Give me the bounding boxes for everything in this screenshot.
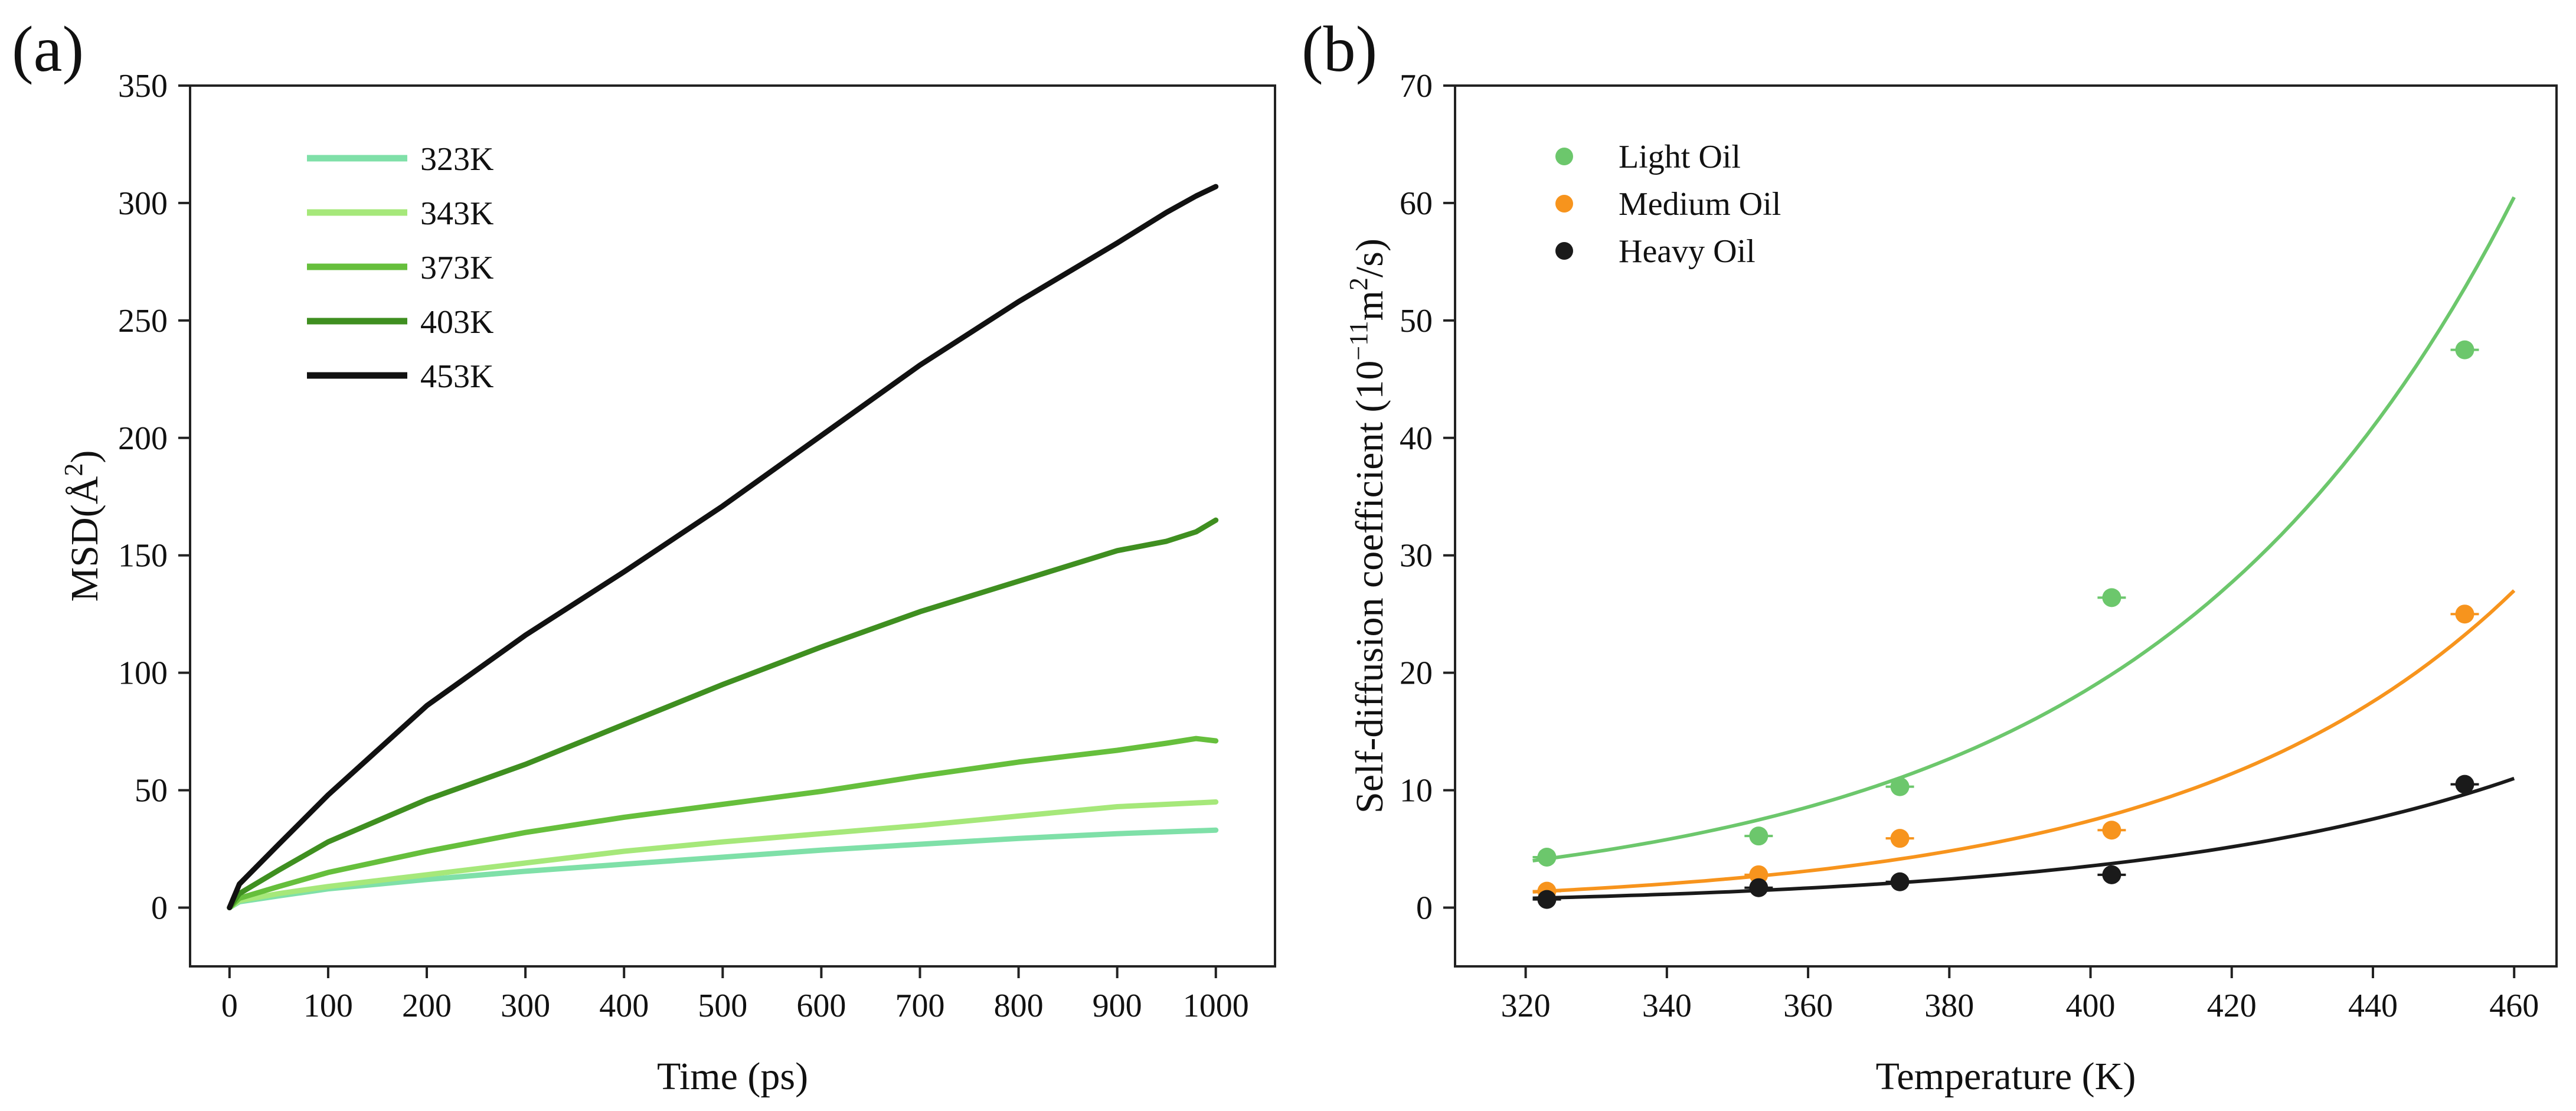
legend-marker-Medium Oil <box>1555 195 1573 213</box>
panel-a-series <box>227 184 1219 910</box>
legend-marker-Light Oil <box>1555 148 1573 165</box>
panel-b-y-axis-title-mid: m <box>1348 290 1391 321</box>
panel-b: (b) 320 340 360 380 400 420 440 460 0 10 20 30 40 50 6… <box>1302 13 2558 1098</box>
data-point-Heavy Oil <box>1749 878 1768 897</box>
panel-0-x-tick-label: 200 <box>402 988 452 1024</box>
panel-0-x-tick-label: 100 <box>303 988 353 1024</box>
panel-0-y-tick-label: 150 <box>118 538 168 574</box>
data-point-Medium Oil <box>2102 821 2121 840</box>
panel-0-x-tick-label: 500 <box>698 988 747 1024</box>
fit-curve-Light Oil <box>1532 196 2516 862</box>
series-line-373K <box>227 736 1219 910</box>
panel-b-y-axis-title: Self-diffusion coefficient (10−11m2/s) <box>1344 238 1391 813</box>
panel-1-x-tick-label: 400 <box>2066 988 2116 1024</box>
panel-b-series <box>1532 196 2516 909</box>
panel-a-y-axis-title-text: MSD(Å <box>63 476 106 602</box>
series-line-453K <box>227 184 1219 910</box>
data-point-Medium Oil <box>1890 829 1910 848</box>
panel-0-x-tick-label: 0 <box>221 988 238 1024</box>
series-line-403K <box>227 517 1219 910</box>
panel-b-y-axis-title-exp: −11 <box>1344 321 1373 360</box>
panel-a-plot-frame <box>189 84 1276 968</box>
panel-0-x-tick-label: 700 <box>895 988 944 1024</box>
panel-b-y-axis-title-text: Self-diffusion coefficient (10 <box>1348 361 1391 813</box>
panel-a-ticks: 0 100 200 300 400 500 600 700 800 900 1000 0 50 100 15… <box>118 68 1249 1024</box>
legend-label-453K: 453K <box>420 358 493 395</box>
panel-a-x-axis-title: Time (ps) <box>657 1055 808 1098</box>
panel-1-y-tick-label: 0 <box>1416 890 1433 927</box>
data-point-Light Oil <box>1537 847 1557 867</box>
data-point-Heavy Oil <box>1537 890 1557 909</box>
data-point-Heavy Oil <box>2455 775 2474 794</box>
panel-0-x-tick-label: 900 <box>1093 988 1142 1024</box>
panel-0-y-tick-label: 250 <box>118 303 168 339</box>
panel-a-y-axis-title: MSD(Å2) <box>59 450 106 602</box>
panel-1-y-tick-label: 30 <box>1400 538 1433 574</box>
data-point-Light Oil <box>2455 340 2474 360</box>
panel-1-x-tick-label: 380 <box>1924 988 1974 1024</box>
series-line-343K <box>227 799 1219 910</box>
legend-label-343K: 343K <box>420 195 493 232</box>
panel-b-x-axis-title: Temperature (K) <box>1876 1055 2136 1098</box>
panel-a: (a) 0 100 200 300 400 500 600 700 800 900 1000 0 50 1… <box>12 13 1276 1098</box>
panel-b-plot-frame <box>1454 84 2558 968</box>
panel-1-y-tick-label: 50 <box>1400 303 1433 339</box>
panel-0-x-tick-label: 400 <box>599 988 649 1024</box>
legend-label-Light Oil: Light Oil <box>1619 139 1741 175</box>
data-point-Light Oil <box>2102 588 2121 607</box>
panel-0-x-tick-label: 300 <box>501 988 550 1024</box>
panel-0-x-tick-label: 1000 <box>1183 988 1249 1024</box>
panel-0-y-tick-label: 50 <box>135 773 168 809</box>
data-point-Medium Oil <box>1749 865 1768 884</box>
panel-1-y-tick-label: 40 <box>1400 420 1433 457</box>
legend-label-403K: 403K <box>420 304 493 341</box>
panel-b-y-axis-title-sup: 2 <box>1344 277 1373 290</box>
panel-0-x-tick-label: 800 <box>994 988 1044 1024</box>
panel-a-y-axis-title-tail: ) <box>63 450 106 463</box>
legend-label-323K: 323K <box>420 141 493 178</box>
panel-a-y-axis-title-sup: 2 <box>59 463 88 476</box>
panel-1-y-tick-label: 20 <box>1400 655 1433 692</box>
data-point-Heavy Oil <box>1890 872 1910 891</box>
panel-a-label: (a) <box>12 13 84 85</box>
legend-marker-Heavy Oil <box>1555 242 1573 260</box>
panel-0-y-tick-label: 350 <box>118 68 168 104</box>
panel-1-x-tick-label: 460 <box>2489 988 2539 1024</box>
panel-1-y-tick-label: 60 <box>1400 185 1433 222</box>
panel-0-y-tick-label: 200 <box>118 420 168 457</box>
panel-1-x-tick-label: 340 <box>1642 988 1692 1024</box>
panel-1-x-tick-label: 440 <box>2348 988 2398 1024</box>
panel-0-x-tick-label: 600 <box>796 988 846 1024</box>
panel-1-y-tick-label: 10 <box>1400 773 1433 809</box>
panel-a-legend: 323K 343K 373K 403K 453K <box>307 141 493 395</box>
fit-curve-Medium Oil <box>1532 589 2516 894</box>
fit-curve-Heavy Oil <box>1532 776 2515 900</box>
data-point-Heavy Oil <box>2102 865 2121 884</box>
panel-b-ticks: 320 340 360 380 400 420 440 460 0 10 20 30 40 50 60 70 <box>1400 68 2539 1024</box>
panel-1-x-tick-label: 360 <box>1783 988 1833 1024</box>
legend-label-Heavy Oil: Heavy Oil <box>1619 233 1756 270</box>
panel-1-x-tick-label: 420 <box>2207 988 2257 1024</box>
panel-0-y-tick-label: 100 <box>118 655 168 692</box>
panel-b-y-axis-title-tail: /s) <box>1348 238 1391 277</box>
legend-label-373K: 373K <box>420 250 493 286</box>
data-point-Light Oil <box>1749 826 1768 846</box>
panel-0-y-tick-label: 300 <box>118 185 168 222</box>
panel-b-label: (b) <box>1302 13 1377 85</box>
data-point-Light Oil <box>1890 777 1910 796</box>
panel-1-x-tick-label: 320 <box>1501 988 1551 1024</box>
legend-label-Medium Oil: Medium Oil <box>1619 186 1781 223</box>
panel-0-y-tick-label: 0 <box>151 890 168 927</box>
data-point-Medium Oil <box>2455 604 2474 624</box>
panel-b-legend: Light Oil Medium Oil Heavy Oil <box>1555 139 1781 270</box>
panel-1-y-tick-label: 70 <box>1400 68 1433 104</box>
